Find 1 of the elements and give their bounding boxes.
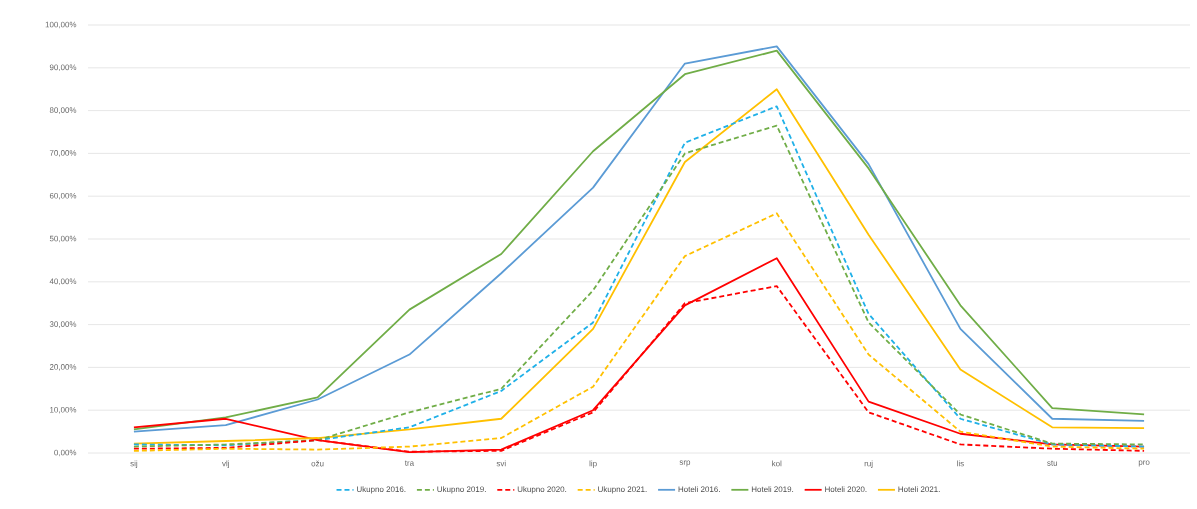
line-series [133, 212, 1145, 452]
